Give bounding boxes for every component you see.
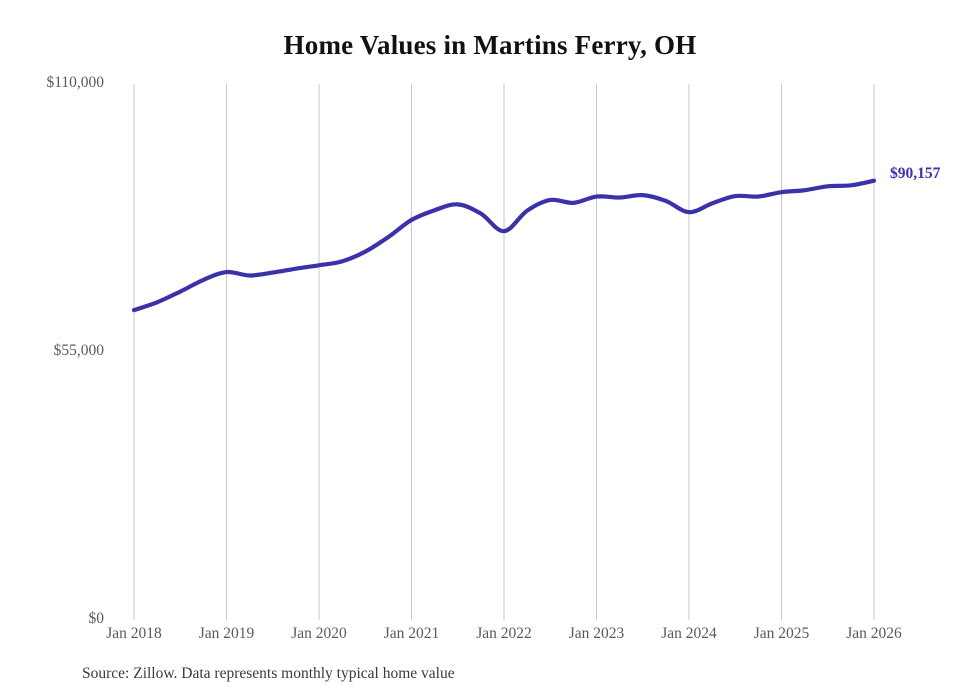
end-value-label: $90,157 [890,164,941,182]
gridlines-group [133,84,875,620]
x-axis-tick-label: Jan 2020 [291,625,347,642]
x-axis-tick-label: Jan 2021 [383,625,440,642]
x-axis-tick-label: Jan 2023 [568,625,625,642]
x-axis-tick-label: Jan 2018 [106,625,162,642]
x-axis-tick-label: Jan 2026 [846,625,902,642]
x-axis-tick-label: Jan 2022 [476,625,532,642]
x-axis-tick-label: Jan 2024 [661,625,717,642]
chart-title: Home Values in Martins Ferry, OH [283,30,697,60]
x-axis-tick-label: Jan 2025 [753,625,810,642]
y-axis-tick-label: $110,000 [46,74,104,91]
source-note: Source: Zillow. Data represents monthly … [82,665,455,682]
x-axis-tick-label: Jan 2019 [198,625,255,642]
home-value-series-line [131,178,877,313]
y-axis-tick-label: $55,000 [53,342,104,359]
y-axis-tick-label: $0 [88,610,105,627]
